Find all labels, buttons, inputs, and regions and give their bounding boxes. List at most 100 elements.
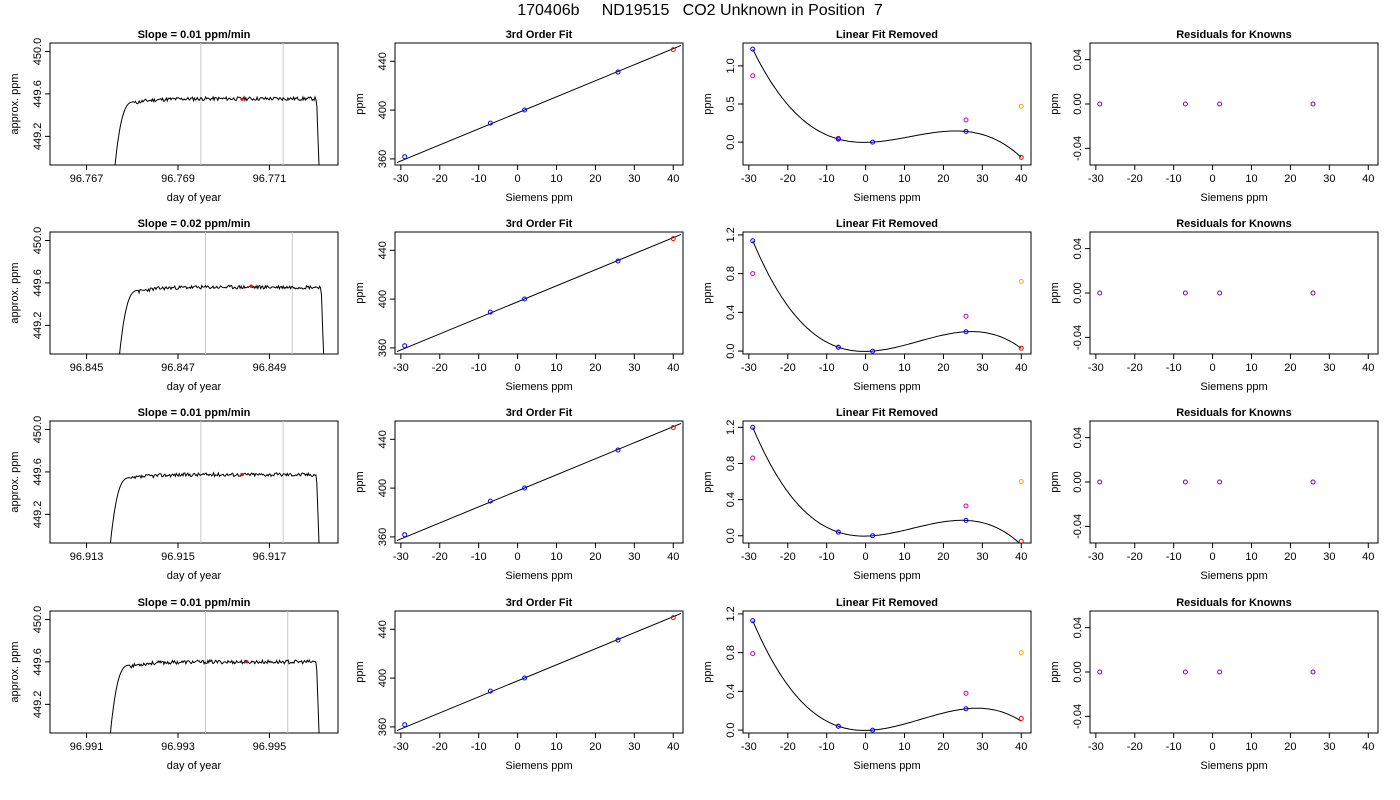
plot-frame <box>1089 42 1379 166</box>
unknown-linear-point <box>1018 479 1024 485</box>
x-tick-label: -30 <box>741 173 757 185</box>
cubic-curve <box>752 240 1022 352</box>
x-tick-label: 40 <box>1015 362 1027 374</box>
x-tick-label: -30 <box>1088 362 1104 374</box>
y-tick-label: 0.8 <box>725 266 737 281</box>
x-tick-label: -30 <box>393 173 409 185</box>
y-tick-label: 0.04 <box>1072 49 1084 70</box>
panel-trace: Slope = 0.01 ppm/min 96.767 96.769 96.771 44… <box>9 29 339 204</box>
x-tick-label: -30 <box>741 551 757 563</box>
y-tick-label: 0.00 <box>1072 471 1084 492</box>
plot-frame <box>394 42 684 166</box>
x-tick-label: 30 <box>1323 362 1335 374</box>
x-tick-label: 10 <box>1245 741 1257 753</box>
x-tick-label: 20 <box>937 741 949 753</box>
x-tick-label: 30 <box>1323 551 1335 563</box>
y-tick-label: 0.0 <box>725 528 737 543</box>
x-axis-label: Siemens ppm <box>505 760 572 772</box>
plot-area <box>396 233 682 353</box>
y-tick-label: 1.2 <box>725 227 737 242</box>
x-axis-label: day of year <box>167 760 222 772</box>
y-tick-label: 400 <box>377 479 389 497</box>
unknown-point <box>1018 538 1024 543</box>
plot-frame <box>49 42 339 166</box>
unknown-linear-point <box>1018 650 1024 656</box>
x-tick-label: 40 <box>667 362 679 374</box>
x-tick-label: -20 <box>780 551 796 563</box>
panel-title: Linear Fit Removed <box>836 29 938 41</box>
standard-point <box>402 722 408 728</box>
y-tick-label: 400 <box>377 101 389 119</box>
x-tick-label: 0 <box>1210 362 1216 374</box>
y-tick-label: 400 <box>377 669 389 687</box>
residual-point <box>1310 290 1316 296</box>
x-tick-label: 96.849 <box>253 362 287 374</box>
x-axis-label: Siemens ppm <box>853 570 920 582</box>
panel-fit: 3rd Order Fit -30 -20 -10 0 10 20 30 40 360 400 440… <box>354 29 684 204</box>
x-axis-label: Siemens ppm <box>853 192 920 204</box>
x-tick-label: 10 <box>550 362 562 374</box>
x-axis-label: day of year <box>167 570 222 582</box>
x-tick-label: 40 <box>1015 173 1027 185</box>
x-tick-label: 96.769 <box>161 173 195 185</box>
plot-area <box>114 43 320 165</box>
unknown-point <box>1018 715 1024 721</box>
plot-frame <box>742 420 1032 544</box>
plot-area <box>396 44 682 164</box>
x-tick-label: 0 <box>515 741 521 753</box>
x-tick-label: 96.767 <box>70 173 104 185</box>
x-tick-label: 40 <box>1362 741 1374 753</box>
x-tick-label: 20 <box>937 362 949 374</box>
x-axis-label: day of year <box>167 192 222 204</box>
y-tick-label: 0.00 <box>1072 661 1084 682</box>
residual-point <box>1182 479 1188 485</box>
x-tick-label: 40 <box>667 551 679 563</box>
y-tick-label: 400 <box>377 290 389 308</box>
standard-point <box>402 343 408 349</box>
y-axis-label: ppm <box>1049 93 1061 114</box>
panel-title: Residuals for Knowns <box>1176 218 1292 230</box>
y-axis-label: ppm <box>702 471 714 492</box>
cubic-curve <box>752 620 1022 731</box>
x-tick-label: 10 <box>550 741 562 753</box>
panel-linfit: Linear Fit Removed -30 -20 -10 0 10 20 30 40 0.0 0… <box>702 29 1032 204</box>
x-tick-label: 0 <box>515 173 521 185</box>
x-tick-label: 0 <box>515 551 521 563</box>
x-tick-label: -30 <box>1088 741 1104 753</box>
y-axis-label: ppm <box>1049 282 1061 303</box>
plot-area <box>109 611 320 733</box>
x-axis-label: Siemens ppm <box>505 192 572 204</box>
y-tick-label: -0.04 <box>1072 704 1084 729</box>
x-tick-label: 96.991 <box>70 741 104 753</box>
linear-residual-point <box>750 73 756 79</box>
x-tick-label: 40 <box>1015 741 1027 753</box>
concentration-trace <box>109 471 320 543</box>
unknown-point <box>670 615 676 621</box>
x-tick-label: 30 <box>1323 173 1335 185</box>
y-tick-label: 360 <box>377 339 389 357</box>
residual-point <box>1310 479 1316 485</box>
y-tick-label: 1.2 <box>725 606 737 621</box>
mean-marker <box>249 284 253 288</box>
x-tick-label: 20 <box>937 551 949 563</box>
x-axis-label: Siemens ppm <box>1200 381 1267 393</box>
x-tick-label: 20 <box>1284 551 1296 563</box>
standard-point <box>963 517 969 523</box>
plot-frame <box>394 420 684 544</box>
x-tick-label: 0 <box>1210 173 1216 185</box>
x-tick-label: 30 <box>976 173 988 185</box>
panel-title: Slope = 0.01 ppm/min <box>138 407 251 419</box>
fit-line <box>396 233 682 353</box>
panel-title: 3rd Order Fit <box>506 218 573 230</box>
x-tick-label: 30 <box>1323 741 1335 753</box>
standard-point <box>522 485 528 491</box>
x-tick-label: 20 <box>589 551 601 563</box>
residual-point <box>1217 669 1223 675</box>
plot-area <box>1097 669 1316 675</box>
x-tick-label: 20 <box>589 362 601 374</box>
x-tick-label: 40 <box>1015 551 1027 563</box>
residual-point <box>1310 669 1316 675</box>
x-axis-label: Siemens ppm <box>853 381 920 393</box>
y-tick-label: 449.2 <box>32 312 44 340</box>
x-tick-label: -30 <box>741 741 757 753</box>
